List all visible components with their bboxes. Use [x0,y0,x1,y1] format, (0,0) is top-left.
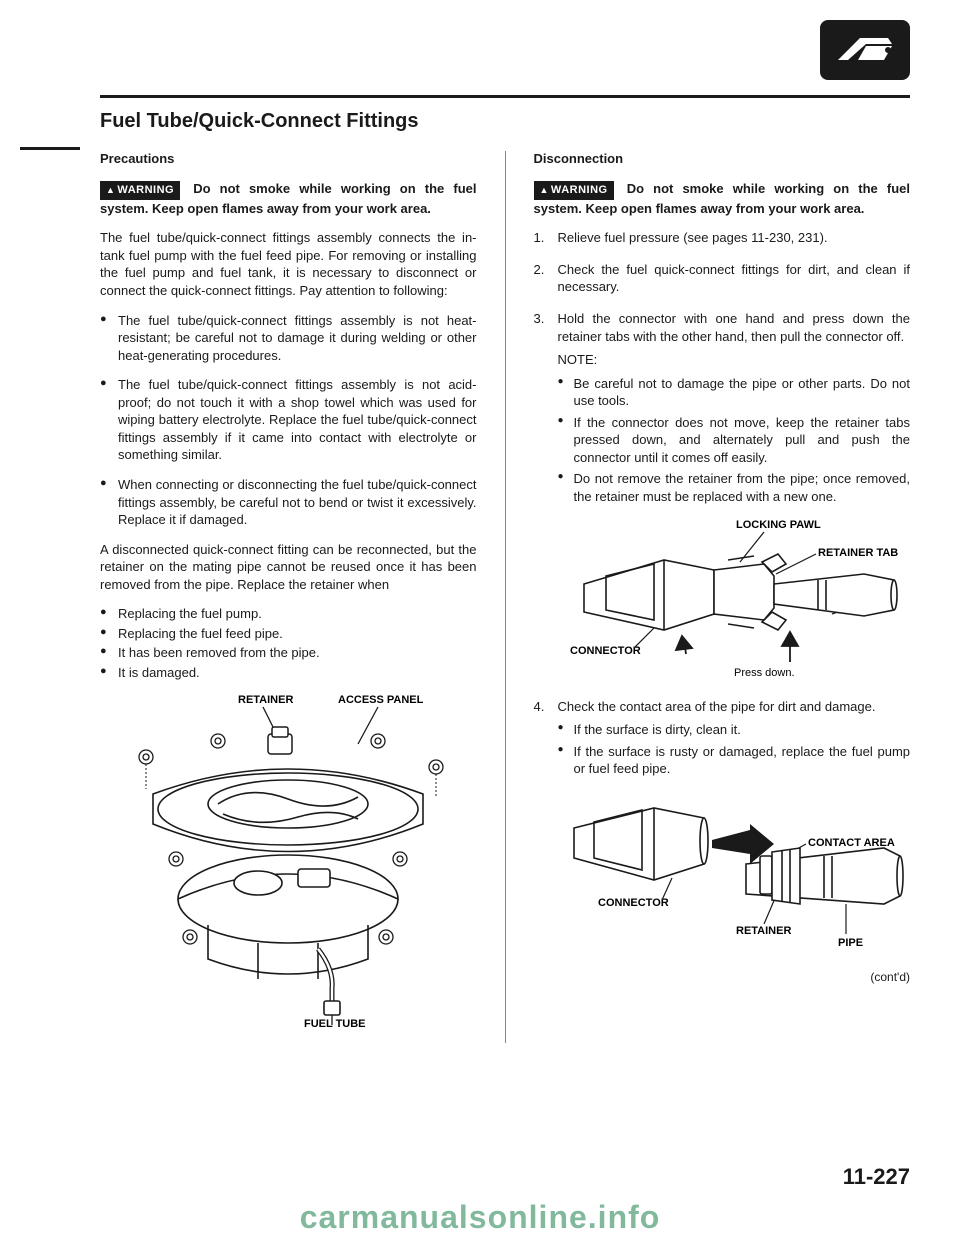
bullet-item: It is damaged. [100,664,477,682]
retainer-tab-label: RETAINER TAB [818,547,898,559]
bullet-item: If the connector does not move, keep the… [558,414,911,467]
step-text: Check the contact area of the pipe for d… [558,699,876,714]
contact-area-label: CONTACT AREA [808,837,895,849]
retainer-label: RETAINER [736,925,791,937]
connector-press-figure: LOCKING PAWL RETAINER TAB PIPE CONNECTOR… [558,514,911,684]
pipe-label: PIPE [838,937,863,949]
note-bullets: Be careful not to damage the pipe or oth… [558,375,911,506]
bullet-item: It has been removed from the pipe. [100,644,477,662]
step-text: Hold the connector with one hand and pre… [558,311,911,344]
warning-badge: WARNING [100,181,180,200]
right-column: Disconnection WARNING Do not smoke while… [505,151,911,1043]
warning-paragraph-right: WARNING Do not smoke while working on th… [534,180,911,217]
step-text: Relieve fuel pressure (see pages 11-230,… [558,230,828,245]
bullet-item: The fuel tube/quick-connect fittings ass… [100,312,477,365]
step-text: Check the fuel quick-connect fittings fo… [558,262,911,295]
bullet-item: If the surface is dirty, clean it. [558,721,911,739]
disconnection-heading: Disconnection [534,151,911,166]
step4-sublist: If the surface is dirty, clean it. If th… [558,721,911,778]
intro-paragraph: The fuel tube/quick-connect fittings ass… [100,229,477,299]
fuel-pump-figure: RETAINER ACCESS PANEL [100,689,477,1029]
connector-label: CONNECTOR [570,645,641,657]
bullet-item: Do not remove the retainer from the pipe… [558,470,911,505]
locking-pawl-label: LOCKING PAWL [736,519,821,531]
page-number: 11-227 [843,1164,910,1190]
step-item: Check the contact area of the pipe for d… [534,698,911,956]
bullet-item: If the surface is rusty or damaged, repl… [558,743,911,778]
bullet-item: When connecting or disconnecting the fue… [100,476,477,529]
precautions-heading: Precautions [100,151,477,166]
press-down-label: Press down. [734,667,795,679]
continued-indicator: (cont'd) [534,970,911,984]
warning-paragraph-left: WARNING Do not smoke while working on th… [100,180,477,217]
bullet-item: The fuel tube/quick-connect fittings ass… [100,376,477,464]
connector-label: CONNECTOR [598,897,669,909]
fuel-tube-label: FUEL TUBE [304,1018,366,1029]
contact-area-figure: CONTACT AREA CONNECTOR RETAINER PIPE [558,786,911,956]
note-label: NOTE: [558,351,911,369]
bullet-item: Be careful not to damage the pipe or oth… [558,375,911,410]
reconnect-list: Replacing the fuel pump. Replacing the f… [100,605,477,681]
precaution-bullets: The fuel tube/quick-connect fittings ass… [100,312,477,529]
step-item: Relieve fuel pressure (see pages 11-230,… [534,229,911,247]
left-column: Precautions WARNING Do not smoke while w… [100,151,477,1043]
reconnect-intro: A disconnected quick-connect fitting can… [100,541,477,594]
step-item: Check the fuel quick-connect fittings fo… [534,261,911,296]
watermark: carmanualsonline.info [0,1199,960,1236]
access-panel-label: ACCESS PANEL [338,694,424,706]
step-item: Hold the connector with one hand and pre… [534,310,911,683]
bullet-item: Replacing the fuel feed pipe. [100,625,477,643]
bullet-item: Replacing the fuel pump. [100,605,477,623]
page-title: Fuel Tube/Quick-Connect Fittings [100,110,910,133]
warning-badge: WARNING [534,181,614,200]
retainer-label: RETAINER [238,694,293,706]
header-rule [100,95,910,98]
disconnection-steps: Relieve fuel pressure (see pages 11-230,… [534,229,911,955]
